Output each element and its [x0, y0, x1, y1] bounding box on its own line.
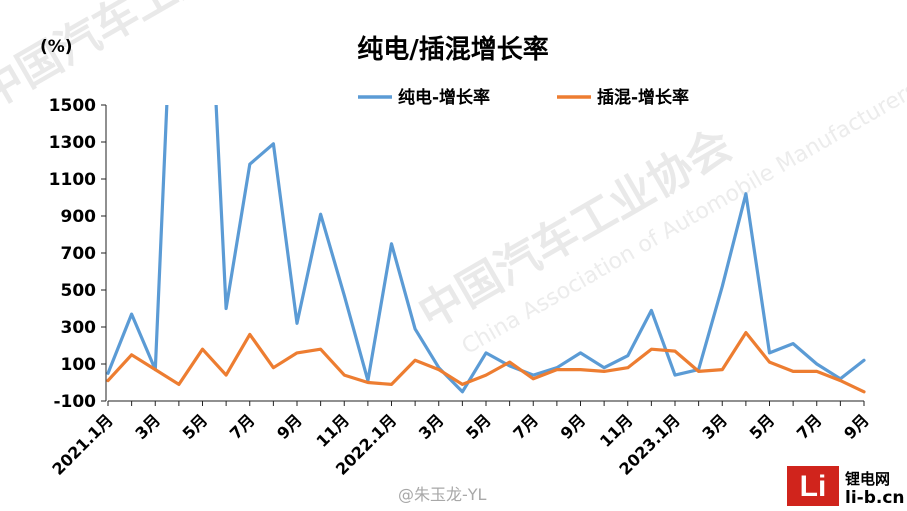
y-tick-label: 300 — [61, 318, 97, 338]
weibo-watermark: @朱玉龙-YL — [398, 485, 487, 504]
watermark-cn-left: 中国汽车工业协会 — [0, 0, 300, 120]
x-tick-label: 7月 — [226, 410, 259, 443]
y-tick-label: 1300 — [49, 133, 96, 153]
series-line-phev — [106, 331, 866, 394]
chart-title: 纯电/插混增长率 — [357, 34, 549, 65]
logo-name: 锂电网 — [845, 470, 890, 488]
legend-label-phev: 插混-增长率 — [597, 87, 689, 108]
y-tick-label: 500 — [61, 281, 97, 301]
y-tick-label: -100 — [53, 392, 96, 412]
series-line-bev — [106, 105, 866, 394]
x-tick-label: 9月 — [840, 410, 873, 443]
logo-url: li-b.cn — [845, 488, 905, 508]
y-tick-label: 700 — [61, 244, 97, 264]
y-axis: 1500 1300 1100 900 700 500 300 100 -100 — [49, 96, 107, 412]
x-tick-label: 5月 — [746, 410, 779, 443]
logo-mark-box — [787, 466, 839, 506]
x-tick-label: 7月 — [509, 410, 542, 443]
logo-mark-text: Li — [800, 470, 827, 503]
x-tick-label: 3月 — [131, 410, 164, 443]
x-tick-label: 2021.1月 — [48, 410, 116, 478]
legend-label-bev: 纯电-增长率 — [398, 87, 490, 108]
y-tick-label: 100 — [61, 355, 97, 375]
y-tick-label: 900 — [61, 207, 97, 227]
x-tick-label: 7月 — [793, 410, 826, 443]
y-tick-label: 1500 — [49, 96, 96, 116]
x-tick-label: 11月 — [313, 410, 354, 451]
lib-logo: Li 锂电网 li-b.cn — [787, 466, 905, 508]
x-tick-label: 3月 — [698, 410, 731, 443]
x-tick-label: 11月 — [596, 410, 637, 451]
y-tick-label: 1100 — [49, 170, 96, 190]
x-tick-label: 9月 — [557, 410, 590, 443]
series-layer — [106, 105, 866, 394]
x-tick-label: 9月 — [273, 410, 306, 443]
x-tick-label: 5月 — [179, 410, 212, 443]
x-tick-label: 3月 — [415, 410, 448, 443]
y-axis-unit: (%) — [40, 37, 73, 57]
legend: 纯电-增长率 插混-增长率 — [358, 87, 689, 108]
x-tick-label: 5月 — [462, 410, 495, 443]
watermark-en: China Association of Automobile Manufact… — [458, 77, 907, 360]
